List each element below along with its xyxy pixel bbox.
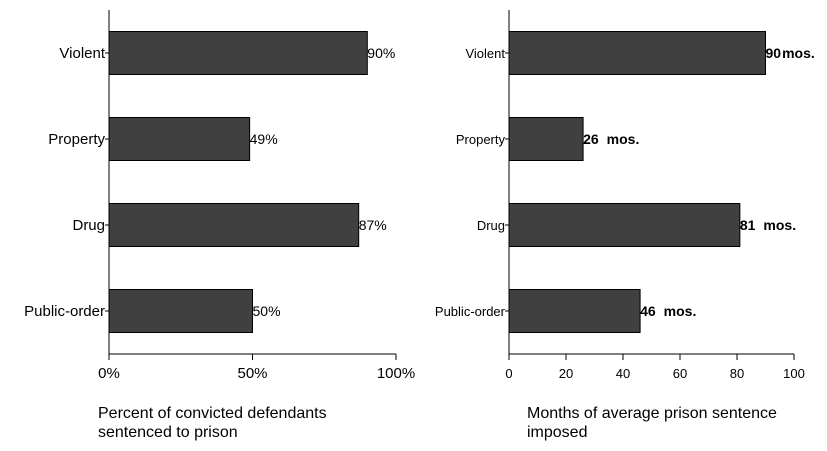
chart1-category-label: Violent bbox=[59, 45, 105, 62]
chart-1: Violent Property Drug Public-order 0% 50% 100%… bbox=[24, 10, 415, 382]
chart2-value-unit: mos. bbox=[664, 303, 697, 319]
chart2-value-unit: mos. bbox=[763, 217, 796, 233]
chart2-bar-property bbox=[508, 117, 584, 161]
chart2-x-tick-label: 40 bbox=[616, 366, 630, 381]
chart1-bar-public-order bbox=[108, 289, 253, 333]
chart2-category-label: Violent bbox=[465, 46, 505, 61]
chart2-value-number: 26 bbox=[583, 131, 599, 147]
chart2-xlabel: Months of average prison sentence impose… bbox=[527, 404, 777, 442]
chart-2: Violent Property Drug Public-order 0 20 40 60 80… bbox=[435, 10, 815, 381]
chart1-value-label: 90% bbox=[367, 45, 395, 61]
chart2-value-number: 81 bbox=[740, 217, 756, 233]
chart1-bar-property bbox=[108, 117, 251, 161]
chart1-xlabel-line2: sentenced to prison bbox=[98, 424, 238, 441]
chart1-category-label: Property bbox=[48, 131, 105, 148]
chart1-x-tick-label: 50% bbox=[237, 365, 267, 382]
chart1-x-tick-label: 0% bbox=[98, 365, 120, 382]
chart1-bar-drug bbox=[108, 203, 360, 247]
chart2-bar-drug bbox=[508, 203, 741, 247]
chart2-bar-public-order bbox=[508, 289, 641, 333]
chart2-category-label: Drug bbox=[477, 218, 505, 233]
chart2-x-tick-label: 60 bbox=[673, 366, 687, 381]
chart2-value-unit: mos. bbox=[782, 45, 815, 61]
chart1-value-label: 49% bbox=[250, 131, 278, 147]
chart2-x-tick-label: 80 bbox=[730, 366, 744, 381]
chart2-value-unit: mos. bbox=[607, 131, 640, 147]
chart2-value-label: 46 mos. bbox=[640, 303, 696, 319]
chart1-bar-violent bbox=[108, 31, 368, 75]
chart1-category-label: Drug bbox=[72, 217, 105, 234]
chart1-value-label: 87% bbox=[359, 217, 387, 233]
chart2-value-number: 90 bbox=[766, 45, 782, 61]
chart1-x-tick-label: 100% bbox=[377, 365, 415, 382]
chart2-xlabel-line2: imposed bbox=[527, 424, 588, 441]
chart2-category-label: Public-order bbox=[435, 304, 506, 319]
chart2-value-label: 90mos. bbox=[766, 45, 815, 61]
chart2-x-tick-label: 0 bbox=[505, 366, 512, 381]
chart2-x-tick-label: 100 bbox=[783, 366, 805, 381]
chart2-xlabel-line1: Months of average prison sentence bbox=[527, 405, 777, 422]
chart2-value-label: 26 mos. bbox=[583, 131, 639, 147]
chart1-xlabel: Percent of convicted defendants sentence… bbox=[98, 404, 327, 442]
chart1-category-label: Public-order bbox=[24, 303, 105, 320]
chart2-value-number: 46 bbox=[640, 303, 656, 319]
chart2-category-label: Property bbox=[456, 132, 506, 147]
chart1-xlabel-line1: Percent of convicted defendants bbox=[98, 405, 327, 422]
chart1-value-label: 50% bbox=[253, 303, 281, 319]
chart2-value-label: 81 mos. bbox=[740, 217, 796, 233]
chart2-bar-violent bbox=[508, 31, 766, 75]
chart2-x-tick-label: 20 bbox=[559, 366, 573, 381]
